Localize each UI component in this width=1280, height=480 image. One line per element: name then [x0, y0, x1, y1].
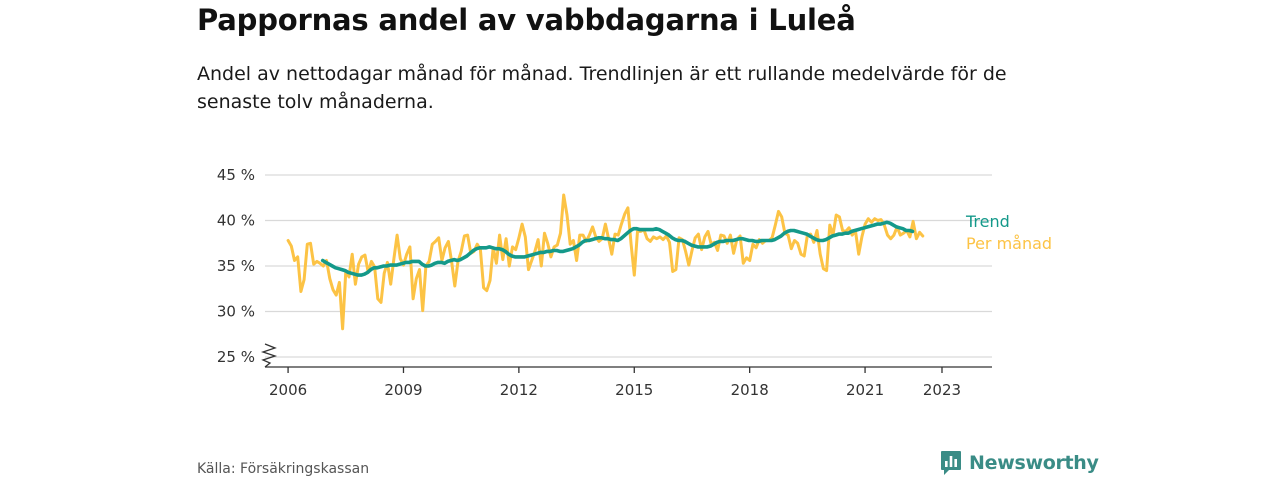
source-note: Källa: Försäkringskassan — [197, 461, 370, 477]
bar-chart-icon — [941, 451, 961, 475]
chart-title: Pappornas andel av vabbdagarna i Luleå — [197, 3, 856, 37]
x-tick-label: 2021 — [846, 381, 884, 399]
series-label-monthly: Per månad — [966, 234, 1052, 253]
x-tick-label: 2018 — [731, 381, 769, 399]
x-tick-label: 2023 — [923, 381, 961, 399]
axis-break-icon — [260, 343, 278, 368]
x-tick-label: 2006 — [269, 381, 307, 399]
trend-line — [320, 220, 915, 277]
x-tick-label: 2009 — [384, 381, 422, 399]
y-tick-label: 25 % — [217, 348, 255, 366]
y-tick-label: 30 % — [217, 303, 255, 321]
brand-logo: Newsworthy — [940, 450, 1099, 476]
y-tick-label: 35 % — [217, 257, 255, 275]
y-axis-ticks: 25 % 30 % 35 % 40 % 45 % — [217, 166, 255, 366]
x-tick-label: 2012 — [500, 381, 538, 399]
y-tick-label: 45 % — [217, 166, 255, 184]
chart-subtitle: Andel av nettodagar månad för månad. Tre… — [197, 63, 1007, 113]
x-axis: 2006 2009 2012 2015 2018 2021 2023 — [260, 343, 992, 399]
series-end-labels: Trend Per månad — [965, 212, 1052, 253]
y-tick-label: 40 % — [217, 212, 255, 230]
x-tick-label: 2015 — [615, 381, 653, 399]
brand-name: Newsworthy — [969, 452, 1099, 474]
series-label-trend: Trend — [965, 212, 1010, 231]
series-lines — [286, 193, 925, 331]
monthly-line — [286, 193, 925, 331]
